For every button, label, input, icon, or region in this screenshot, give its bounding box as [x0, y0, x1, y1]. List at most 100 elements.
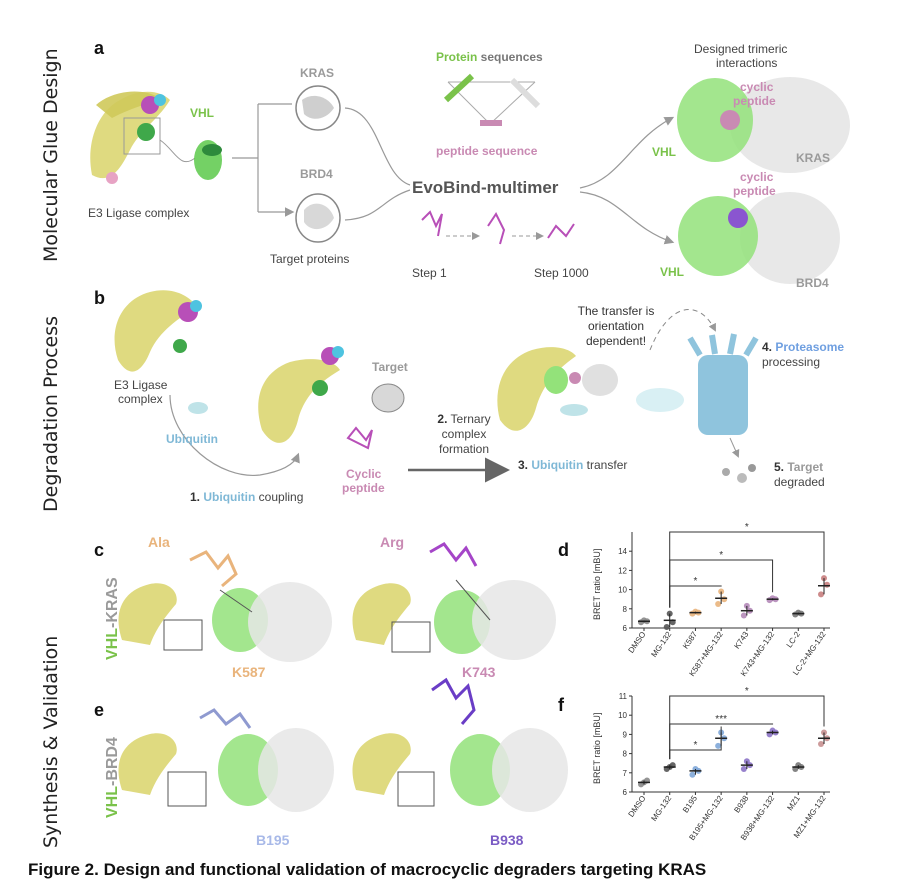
step3-number: 3. — [518, 458, 529, 472]
trimer-brd4-a — [678, 192, 840, 284]
x-tick-label: DMSO — [627, 794, 648, 819]
arrow-to-evobind-1 — [344, 107, 411, 186]
label-step1000: Step 1000 — [534, 266, 589, 280]
step2-formation: formation — [438, 442, 490, 456]
ternary-complex-b3 — [497, 347, 618, 431]
label-cyclic-b-2: peptide — [342, 481, 385, 495]
significance-label: * — [693, 740, 697, 751]
label-e3-b-2: complex — [118, 392, 163, 406]
data-point — [743, 602, 750, 609]
label-step2: 2. Ternary complex formation — [424, 412, 504, 457]
label-e3-a: E3 Ligase complex — [88, 206, 190, 220]
x-tick-label: MZ1 — [785, 794, 802, 813]
e3-ligase-structure-a — [90, 91, 170, 184]
label-b938: B938 — [490, 832, 524, 848]
label-k587: K587 — [232, 664, 266, 680]
step2-complex: complex — [441, 427, 487, 441]
e3-ligase-structure-b — [114, 290, 202, 372]
panel-letter-e: e — [94, 700, 105, 720]
kras-word-c: KRAS — [104, 577, 121, 623]
transfer-note-1: The transfer is — [577, 304, 655, 318]
x-tick-label: K743 — [732, 630, 750, 651]
x-tick-label: MG-132 — [649, 630, 673, 659]
label-peptide-2: peptide — [733, 184, 776, 198]
significance-bracket — [669, 695, 825, 760]
arrow-evobind-bottom — [579, 191, 675, 245]
vhl-brd4-structure-e1 — [118, 708, 334, 812]
y-axis-label: BRET ratio [mBU] — [592, 549, 602, 620]
label-transfer-note: The transfer is orientation dependent! — [566, 304, 666, 349]
significance-bracket — [669, 585, 722, 608]
data-point — [818, 591, 824, 598]
y-tick-label: 6 — [623, 788, 628, 797]
trimer-kras-a — [677, 77, 850, 173]
label-cyclic-2: cyclic — [740, 170, 774, 184]
label-cyclic-1: cyclic — [740, 80, 774, 94]
label-step1-coupling: 1. Ubiquitin coupling — [190, 490, 303, 504]
step1-ubiquitin: Ubiquitin — [203, 490, 256, 504]
label-ala: Ala — [148, 534, 170, 550]
label-peptide-1: peptide — [733, 94, 776, 108]
y-tick-label: 10 — [618, 586, 627, 595]
label-step3: 3. Ubiquitin transfer — [518, 458, 627, 472]
panel-letter-d: d — [558, 540, 569, 560]
brd4-structure-a — [295, 193, 341, 243]
x-tick-label: K587 — [681, 630, 699, 651]
y-tick-label: 11 — [619, 692, 628, 701]
ubiquitinated-target — [636, 388, 684, 412]
step2-number: 2. — [437, 412, 448, 426]
data-point — [663, 624, 670, 631]
x-tick-label: LC-2 — [785, 630, 803, 650]
data-point — [740, 765, 747, 772]
peptide-word: peptide — [436, 144, 479, 158]
data-point — [666, 610, 673, 617]
cyclic-peptide-b — [346, 426, 373, 450]
degraded-fragments — [722, 464, 756, 483]
label-vhl-a: VHL — [190, 106, 214, 120]
e3-ligase-complex-b2 — [258, 346, 344, 443]
step5-target: Target — [787, 460, 824, 474]
data-point — [821, 729, 827, 736]
label-e3-b-1: E3 Ligase — [114, 378, 168, 392]
significance-label: *** — [715, 714, 727, 725]
y-axis-label: BRET ratio [mBU] — [592, 713, 602, 784]
step4-proteasome: Proteasome — [775, 340, 845, 354]
y-tick-label: 14 — [618, 547, 627, 556]
x-tick-label: DMSO — [627, 630, 648, 655]
significance-label: * — [719, 550, 723, 561]
data-point — [715, 601, 722, 607]
y-tick-label: 8 — [623, 605, 628, 614]
label-kras-a: KRAS — [300, 66, 335, 80]
vhl-kras-structure-c2 — [352, 542, 556, 660]
data-point — [740, 612, 747, 619]
vhl-structure-a — [194, 140, 222, 180]
label-peptide-sequence: peptide sequence — [436, 144, 537, 158]
label-designed-2: interactions — [716, 56, 778, 70]
significance-label: * — [693, 576, 697, 587]
y-tick-label: 7 — [623, 769, 628, 778]
label-evobind: EvoBind-multimer — [412, 178, 559, 197]
step1-number: 1. — [190, 490, 201, 504]
step5-number: 5. — [774, 460, 785, 474]
transfer-dashed-arrow — [649, 309, 716, 351]
step5-degraded: degraded — [774, 475, 825, 489]
brd4-word-e: BRD4 — [104, 737, 121, 781]
y-tick-label: 10 — [618, 711, 627, 720]
vhl-brd4-structure-e2 — [352, 677, 568, 812]
dash-e: - — [104, 780, 121, 786]
kras-structure-a — [295, 85, 341, 131]
label-vhl-kras-vertical: VHL-KRAS — [104, 577, 122, 660]
y-tick-label: 8 — [623, 750, 628, 759]
label-ubiquitin-b: Ubiquitin — [166, 432, 218, 446]
arrow-evobind-top — [579, 116, 675, 189]
vhl-kras-structure-c1 — [118, 550, 332, 662]
significance-label: * — [745, 522, 749, 533]
label-step1: Step 1 — [412, 266, 447, 280]
vhl-word-e: VHL — [104, 786, 121, 818]
significance-bracket — [669, 531, 825, 608]
label-cyclic-b-1: Cyclic — [346, 467, 382, 481]
y-tick-label: 12 — [618, 566, 627, 575]
